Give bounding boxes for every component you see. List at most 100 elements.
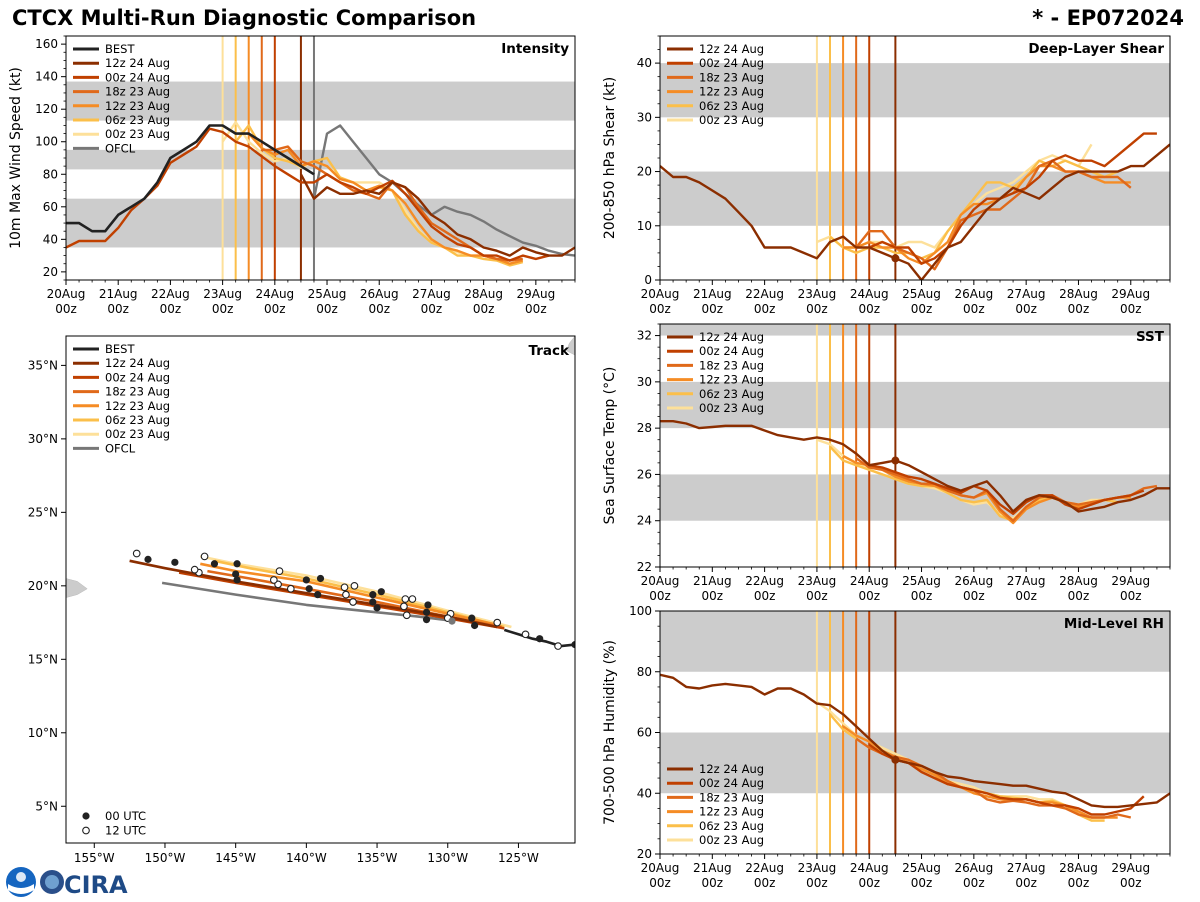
sst-frame xyxy=(659,323,1171,568)
shear-xtick-day: 20Aug xyxy=(641,287,680,301)
shear-xtick-day: 26Aug xyxy=(954,287,993,301)
cira-globe-inner-icon xyxy=(45,875,59,889)
shear-ytick-label: 10 xyxy=(637,219,652,233)
shear-legend-label-00z-23-aug: 00z 23 Aug xyxy=(699,113,764,127)
intensity-xtick-hour: 00z xyxy=(368,302,390,316)
rh-series-18z-23-aug xyxy=(855,737,1132,819)
shear-xtick-day: 23Aug xyxy=(798,287,837,301)
shear-series-06z-23-aug xyxy=(829,159,1119,260)
noaa-bird-icon xyxy=(16,872,26,882)
track-point-12utc xyxy=(554,642,562,650)
shear-xtick-hour: 00z xyxy=(754,302,776,316)
sst-xtick-hour: 00z xyxy=(702,589,724,603)
shear-legend-label-12z-24-aug: 12z 24 Aug xyxy=(699,42,764,56)
rh-legend-label-00z-23-aug: 00z 23 Aug xyxy=(699,833,764,847)
sst-ytick-label: 32 xyxy=(637,329,652,343)
track-point-00utc xyxy=(571,641,575,649)
shear-panel-title: Deep-Layer Shear xyxy=(1028,41,1164,57)
track-panel-title: Track xyxy=(529,343,570,359)
track-point-00utc xyxy=(422,608,431,616)
track-point-00utc xyxy=(233,576,241,584)
sst-xtick-hour: 00z xyxy=(754,589,776,603)
rh-xtick-hour: 00z xyxy=(911,876,933,890)
sst-xtick-day: 29Aug xyxy=(1111,574,1150,588)
track-point-00utc xyxy=(171,558,179,566)
intensity-xtick-hour: 00z xyxy=(160,302,182,316)
rh-band xyxy=(660,611,1170,672)
cira-logo: CIRA xyxy=(6,867,128,899)
track-point-00utc xyxy=(232,570,240,578)
intensity-ytick-label: 140 xyxy=(35,70,58,84)
sst-xtick-hour: 00z xyxy=(963,589,985,603)
intensity-xtick-hour: 00z xyxy=(212,302,234,316)
intensity-ytick-label: 20 xyxy=(43,265,58,279)
shear-ytick-label: 40 xyxy=(637,56,652,70)
shear-xtick-hour: 00z xyxy=(702,302,724,316)
shear-band xyxy=(660,63,1170,118)
rh-legend-label-00z-24-aug: 00z 24 Aug xyxy=(699,776,764,790)
track-xtick-label: 150°W xyxy=(145,851,186,865)
track-land xyxy=(66,578,88,598)
shear-xtick-hour: 00z xyxy=(911,302,933,316)
track-point-00utc xyxy=(305,585,313,593)
track-point-00utc xyxy=(422,616,431,624)
sst-xtick-hour: 00z xyxy=(1120,589,1142,603)
intensity-legend-label-00z-24-aug: 00z 24 Aug xyxy=(105,70,170,84)
track-point-12utc xyxy=(401,595,410,603)
sst-plot-area xyxy=(660,324,1170,567)
rh-ytick-label: 40 xyxy=(637,786,652,800)
rh-xtick-day: 20Aug xyxy=(641,861,680,875)
sst-xtick-hour: 00z xyxy=(858,589,880,603)
intensity-legend-label-12z-23-aug: 12z 23 Aug xyxy=(105,99,170,113)
rh-chart: 2040608010020Aug00z21Aug00z22Aug00z23Aug… xyxy=(602,604,1171,890)
track-ytick-label: 15°N xyxy=(28,652,58,666)
track-point-00utc xyxy=(210,560,219,568)
shear-xtick-day: 25Aug xyxy=(902,287,941,301)
intensity-legend-label-00z-23-aug: 00z 23 Aug xyxy=(105,127,170,141)
intensity-xtick-day: 20Aug xyxy=(47,287,86,301)
intensity-xtick-day: 29Aug xyxy=(516,287,555,301)
track-marker-legend-00utc-icon xyxy=(82,812,90,820)
track-legend-label-00z-24-aug: 00z 24 Aug xyxy=(105,370,170,384)
rh-xtick-day: 23Aug xyxy=(798,861,837,875)
rh-legend-label-12z-23-aug: 12z 23 Aug xyxy=(699,805,764,819)
storm-id: * - EP072024 xyxy=(1032,6,1184,30)
shear-plot-area xyxy=(660,36,1170,280)
track-point-12utc xyxy=(342,590,350,599)
track-series-12z-23-aug xyxy=(200,562,501,627)
track-point-00utc xyxy=(536,635,544,643)
intensity-panel-title: Intensity xyxy=(501,41,569,57)
shear-legend-label-06z-23-aug: 06z 23 Aug xyxy=(699,99,764,113)
shear-xtick-day: 21Aug xyxy=(693,287,732,301)
sst-xtick-day: 25Aug xyxy=(902,574,941,588)
shear-xtick-day: 24Aug xyxy=(850,287,889,301)
intensity-ytick-label: 160 xyxy=(35,37,58,51)
intensity-xtick-hour: 00z xyxy=(525,302,547,316)
rh-series-00z-24-aug xyxy=(868,743,1145,816)
track-ytick-label: 30°N xyxy=(28,432,58,446)
intensity-legend-label-ofcl: OFCL xyxy=(105,141,136,155)
track-legend-label-06z-23-aug: 06z 23 Aug xyxy=(105,413,170,427)
track-xtick-label: 140°W xyxy=(286,851,327,865)
intensity-xtick-day: 28Aug xyxy=(464,287,503,301)
rh-ytick-label: 60 xyxy=(637,726,652,740)
track-point-12utc xyxy=(408,595,417,603)
intensity-xtick-day: 22Aug xyxy=(151,287,190,301)
sst-series-00z-24-aug xyxy=(868,464,1145,515)
rh-xtick-day: 28Aug xyxy=(1059,861,1098,875)
track-plot-area xyxy=(66,336,575,650)
shear-band xyxy=(660,171,1170,226)
rh-xtick-hour: 00z xyxy=(649,876,671,890)
shear-xtick-hour: 00z xyxy=(806,302,828,316)
track-point-00utc xyxy=(302,576,310,584)
track-point-12utc xyxy=(402,611,411,620)
intensity-ytick-label: 120 xyxy=(35,102,58,116)
shear-series-12z-24-aug xyxy=(660,143,1170,280)
track-point-12utc xyxy=(400,602,408,611)
sst-ytick-label: 28 xyxy=(637,421,652,435)
track-xtick-label: 125°W xyxy=(498,851,539,865)
sst-panel-title: SST xyxy=(1136,329,1165,345)
